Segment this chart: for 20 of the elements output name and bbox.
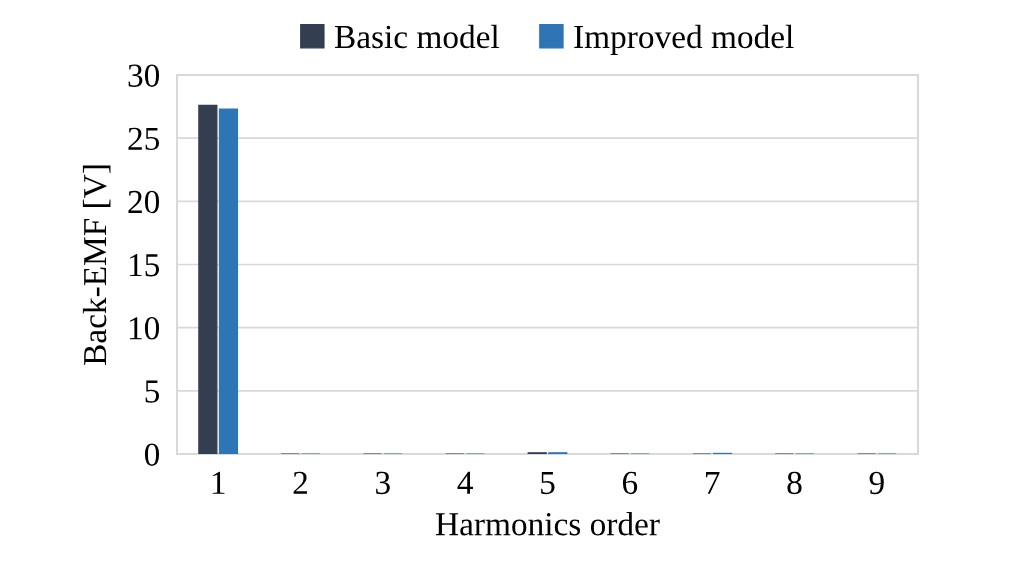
y-tick-label: 30	[128, 64, 160, 87]
x-tick-label: 7	[706, 471, 720, 494]
legend-label: Basic model	[334, 24, 500, 49]
y-axis-title: Back-EMF [V]	[82, 165, 111, 365]
y-tick-label: 25	[128, 127, 160, 151]
x-tick-label: 6	[622, 471, 638, 495]
x-tick-label: 3	[376, 471, 390, 495]
x-tick-label: 4	[457, 471, 473, 494]
y-tick-label: 15	[129, 254, 160, 277]
y-tick-label: 10	[129, 317, 160, 340]
x-tick-label: 9	[869, 471, 884, 495]
y-tick-label: 20	[128, 190, 160, 214]
x-tick-label: 8	[787, 471, 802, 495]
legend-label: Improved model	[574, 24, 794, 55]
y-tick-label: 0	[144, 443, 160, 466]
x-tick-label: 5	[541, 471, 555, 495]
x-tick-label: 1	[212, 471, 225, 494]
y-tick-label: 5	[145, 380, 160, 403]
x-axis-title: Harmonics order	[436, 512, 660, 536]
x-tick-label: 2	[293, 471, 307, 494]
